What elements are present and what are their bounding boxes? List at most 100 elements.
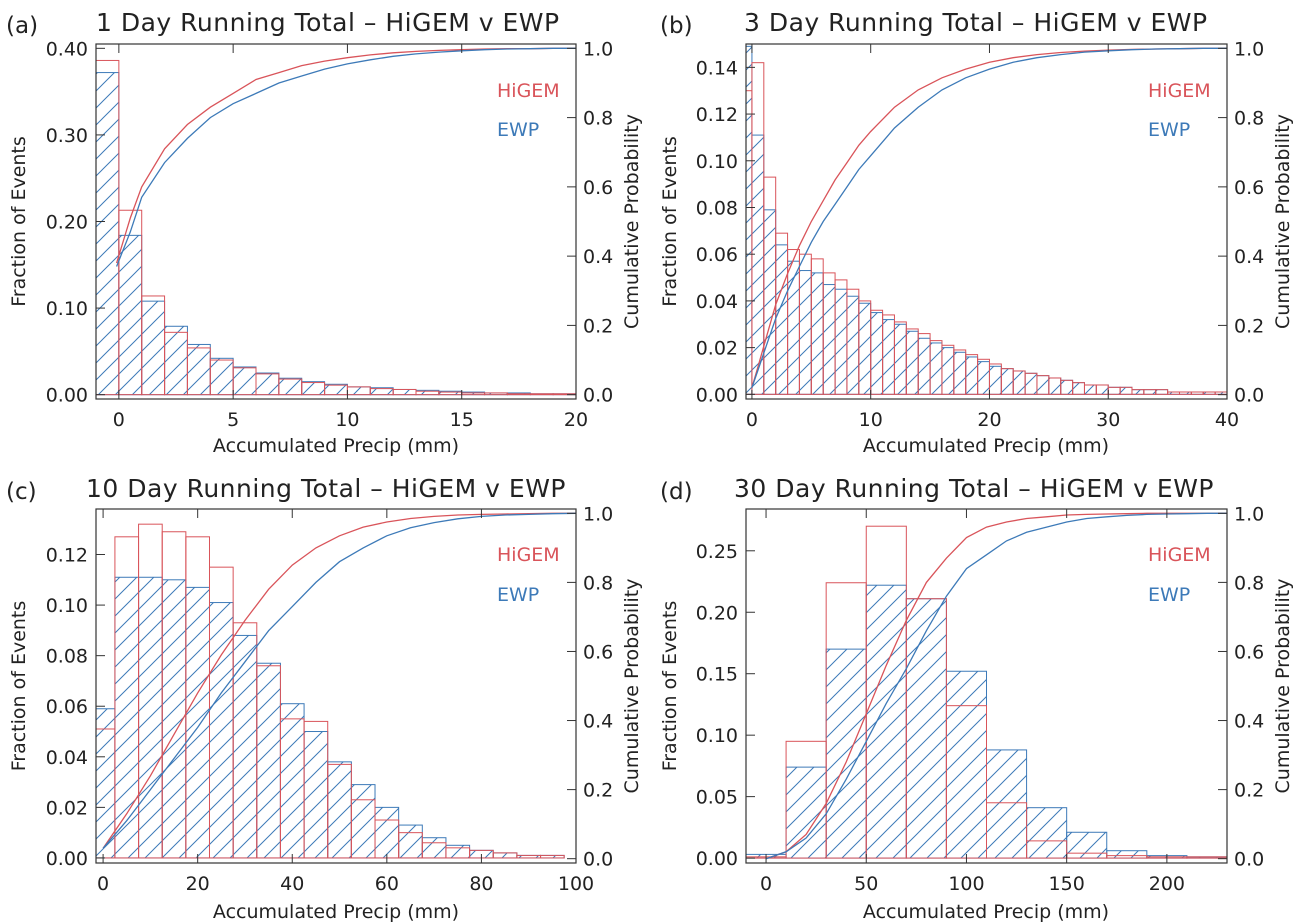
y-tick-label: 0.05: [696, 787, 738, 809]
chart-title: 3 Day Running Total – HiGEM v EWP: [744, 8, 1208, 37]
bar-ewp: [953, 351, 967, 395]
y-tick-label: 0.02: [696, 338, 738, 360]
bar-ewp: [1024, 372, 1038, 395]
y2-tick-label: 0.6: [583, 641, 613, 663]
y2-tick-label: 0.4: [1234, 246, 1264, 268]
x-axis-label: Accumulated Precip (mm): [213, 901, 459, 923]
y2-tick-label: 0.2: [583, 780, 613, 802]
bar-ewp: [492, 852, 518, 859]
bar-ewp: [186, 343, 211, 396]
bar-ewp: [858, 302, 872, 395]
legend-ewp: EWP: [497, 119, 539, 141]
bar-ewp: [185, 586, 210, 859]
bar-ewp: [1012, 370, 1026, 395]
y-axis-label: Fraction of Events: [659, 136, 681, 307]
y-tick-label: 0.00: [46, 848, 88, 870]
bar-ewp: [256, 662, 281, 859]
x-tick-label: 40: [1215, 409, 1239, 431]
bar-ewp: [865, 584, 907, 859]
bar-ewp: [327, 761, 352, 859]
x-axis-label: Accumulated Precip (mm): [863, 901, 1109, 923]
bar-ewp: [941, 347, 955, 395]
y2-tick-label: 0.6: [1234, 641, 1264, 663]
bar-ewp: [232, 634, 258, 859]
panel-label: (c): [6, 479, 37, 505]
bar-ewp: [1048, 377, 1062, 395]
x-tick-label: 20: [564, 409, 588, 431]
legend-ewp: EWP: [1148, 584, 1190, 606]
bar-higem: [506, 393, 531, 396]
bar-ewp: [303, 731, 329, 859]
x-tick-label: 0: [97, 873, 109, 895]
chart-title: 1 Day Running Total – HiGEM v EWP: [96, 8, 560, 37]
bar-ewp: [255, 372, 280, 396]
y-tick-label: 0.15: [696, 664, 738, 686]
y-axis-label: Fraction of Events: [8, 601, 30, 772]
y-tick-label: 0.25: [696, 541, 738, 563]
y-tick-label: 0.06: [696, 244, 738, 266]
y2-tick-label: 0.0: [583, 849, 613, 871]
legend-higem: HiGEM: [497, 544, 560, 566]
bar-ewp: [278, 377, 303, 396]
x-tick-label: 10: [859, 409, 883, 431]
bar-ewp: [209, 357, 234, 396]
y-tick-label: 0.00: [46, 385, 88, 407]
y-tick-label: 0.14: [696, 57, 738, 79]
cdf-line-ewp: [751, 47, 1227, 388]
y-tick-label: 0.06: [46, 696, 88, 718]
bar-ewp: [1106, 850, 1148, 859]
panel-a: (a) 1 Day Running Total – HiGEM v EWP Ac…: [6, 8, 643, 457]
chart-title: 10 Day Running Total – HiGEM v EWP: [86, 474, 566, 503]
bar-ewp: [1095, 384, 1109, 395]
y2-tick-label: 0.4: [583, 246, 613, 268]
y2-tick-label: 1.0: [1234, 38, 1264, 60]
legend-ewp: EWP: [497, 584, 539, 606]
x-tick-label: 0: [760, 873, 772, 895]
bar-ewp: [164, 325, 188, 396]
cdf-line-ewp: [115, 47, 576, 267]
bar-ewp: [846, 295, 860, 395]
y2-tick-label: 0.8: [583, 572, 613, 594]
bar-ewp: [775, 244, 789, 395]
y-axis-label: Fraction of Events: [659, 601, 681, 772]
x-tick-label: 80: [469, 873, 493, 895]
y2-tick-label: 0.2: [1234, 780, 1264, 802]
y2-tick-label: 0.8: [583, 108, 613, 130]
bar-ewp: [232, 366, 257, 396]
y-tick-label: 0.02: [46, 797, 88, 819]
y2-tick-label: 1.0: [583, 503, 613, 525]
y-tick-label: 0.00: [696, 384, 738, 406]
y2-tick-label: 0.0: [583, 385, 613, 407]
y2-axis-label: Cumulative Probability: [1272, 579, 1294, 794]
y-tick-label: 0.08: [696, 197, 738, 219]
legend-higem: HiGEM: [497, 80, 560, 102]
y-tick-label: 0.08: [46, 646, 88, 668]
bar-ewp: [350, 784, 376, 859]
panel-d: (d) 30 Day Running Total – HiGEM v EWP A…: [659, 474, 1294, 923]
bar-ewp: [917, 337, 931, 395]
y2-tick-label: 0.8: [1234, 108, 1264, 130]
bar-ewp: [95, 72, 120, 396]
x-tick-label: 10: [335, 409, 359, 431]
bar-ewp: [301, 381, 326, 396]
bar-ewp: [905, 598, 947, 859]
y-tick-label: 0.10: [696, 725, 738, 747]
panel-c: (c) 10 Day Running Total – HiGEM v EWP A…: [6, 474, 643, 923]
bar-ewp: [882, 319, 895, 395]
y2-tick-label: 0.0: [1234, 385, 1264, 407]
bar-ewp: [822, 284, 836, 395]
bar-ewp: [834, 288, 848, 395]
panel-b: (b) 3 Day Running Total – HiGEM v EWP Ac…: [659, 8, 1294, 457]
bar-ewp: [421, 837, 447, 859]
y2-tick-label: 0.4: [1234, 711, 1264, 733]
x-tick-label: 30: [1096, 409, 1120, 431]
bar-ewp: [945, 670, 988, 859]
y2-tick-label: 0.0: [1234, 849, 1264, 871]
bar-ewp: [1000, 368, 1014, 395]
bar-ewp: [1072, 382, 1085, 395]
bar-ewp: [745, 45, 753, 395]
bar-ewp: [374, 806, 400, 859]
x-tick-label: 40: [280, 873, 304, 895]
cdf-line-ewp: [102, 512, 577, 849]
